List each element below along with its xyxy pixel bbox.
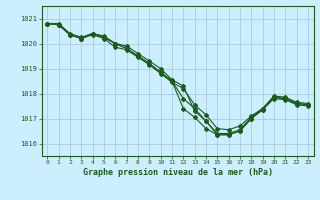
X-axis label: Graphe pression niveau de la mer (hPa): Graphe pression niveau de la mer (hPa) bbox=[83, 168, 273, 177]
